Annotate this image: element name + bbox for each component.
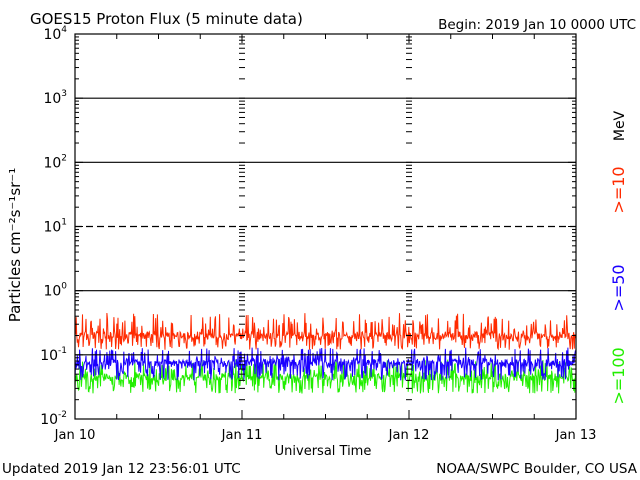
y-axis-title: Particles cm⁻²s⁻¹sr⁻¹ bbox=[6, 168, 24, 322]
y-tick-label: 101 bbox=[43, 218, 67, 236]
begin-date: Begin: 2019 Jan 10 0000 UTC bbox=[438, 17, 636, 33]
legend-unit: MeV bbox=[612, 110, 628, 141]
y-tick-label: 10-1 bbox=[40, 346, 67, 364]
chart-title: GOES15 Proton Flux (5 minute data) bbox=[30, 10, 303, 28]
x-tick-label: Jan 11 bbox=[221, 428, 263, 443]
series-line bbox=[74, 359, 577, 394]
y-tick-label: 104 bbox=[43, 25, 67, 43]
axis-ticks bbox=[74, 33, 577, 420]
x-tick-label: Jan 10 bbox=[54, 428, 96, 443]
series-layer bbox=[74, 312, 577, 394]
y-tick-label: 103 bbox=[43, 89, 67, 107]
x-tick-label: Jan 13 bbox=[555, 428, 597, 443]
x-tick-labels: Jan 10 Jan 11 Jan 12 Jan 13 bbox=[54, 428, 597, 443]
series-line bbox=[74, 312, 577, 351]
x-tick-label: Jan 12 bbox=[388, 428, 430, 443]
reference-lines bbox=[75, 97, 576, 356]
y-tick-label: 10-2 bbox=[40, 410, 67, 428]
credit-text: NOAA/SWPC Boulder, CO USA bbox=[436, 461, 638, 477]
updated-timestamp: Updated 2019 Jan 12 23:56:01 UTC bbox=[2, 461, 241, 477]
legend-label: >=100 bbox=[609, 347, 628, 404]
legend-label: >=50 bbox=[609, 264, 628, 311]
y-tick-label: 102 bbox=[43, 153, 67, 171]
plot-frame bbox=[74, 33, 577, 420]
y-tick-labels: 10-2 10-1 100 101 102 103 104 bbox=[40, 25, 67, 428]
legend-label: >=10 bbox=[609, 166, 628, 213]
legend: >=10 >=50 >=100 MeV bbox=[609, 110, 628, 404]
y-tick-label: 100 bbox=[43, 282, 67, 300]
x-axis-title: Universal Time bbox=[275, 444, 372, 459]
